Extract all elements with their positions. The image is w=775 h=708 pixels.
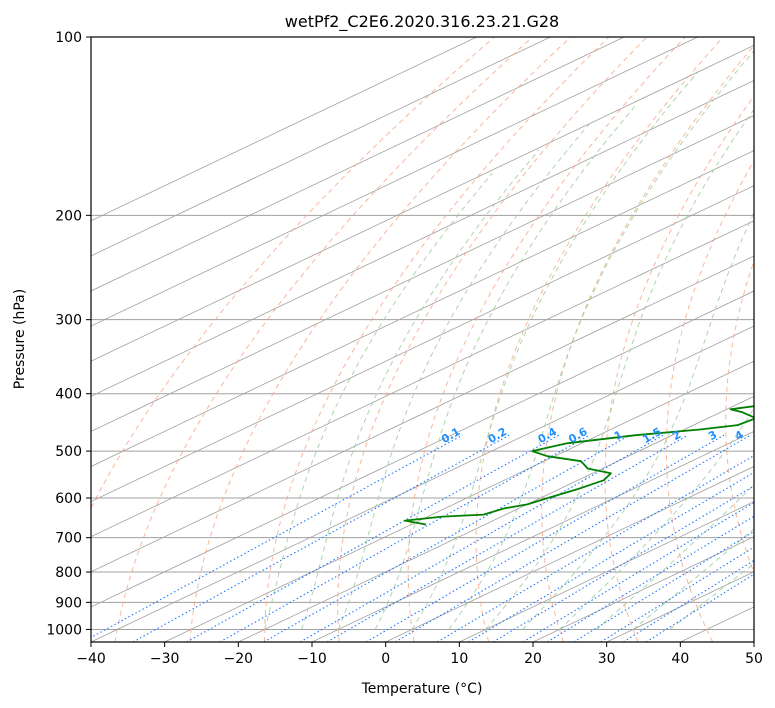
isotherm-line xyxy=(91,150,754,467)
y-tick-label: 700 xyxy=(55,531,82,547)
mixing-ratio-line xyxy=(394,434,751,642)
isotherm-line xyxy=(91,255,754,573)
data-lines xyxy=(403,405,754,526)
mixing-ratio-line xyxy=(366,434,725,642)
y-tick-label: 200 xyxy=(55,208,82,224)
y-tick-label: 300 xyxy=(55,313,82,329)
isotherm-line xyxy=(91,220,754,538)
isotherm-line xyxy=(91,290,754,608)
x-tick-label: −40 xyxy=(76,651,106,667)
dry-adiabat-line xyxy=(407,37,686,642)
isotherm-line xyxy=(164,360,754,642)
mixing-ratio-line xyxy=(437,454,754,642)
moist-adiabat-line xyxy=(448,50,754,630)
x-tick-label: 50 xyxy=(745,651,763,667)
chart-title: wetPf2_C2E6.2020.316.23.21.G28 xyxy=(285,12,559,32)
y-tick-label: 400 xyxy=(55,387,82,403)
moist-adiabat-line xyxy=(374,104,637,630)
isotherm-line xyxy=(311,430,754,642)
moist-adiabat-line xyxy=(485,108,754,630)
x-tick-label: −20 xyxy=(224,651,254,667)
isotherm-line xyxy=(238,395,754,642)
isotherm-line xyxy=(91,115,754,432)
dry-adiabat-line xyxy=(114,37,533,642)
mixing-ratio-line xyxy=(263,434,631,642)
dewpoint-profile-line xyxy=(403,405,754,526)
dry-adiabat-line xyxy=(604,95,754,642)
y-axis-label: Pressure (hPa) xyxy=(12,289,28,389)
dry-adiabat-line xyxy=(725,259,754,574)
dry-adiabat-line xyxy=(91,37,495,510)
dry-adiabat-line xyxy=(475,37,724,642)
isotherm-line xyxy=(91,37,477,222)
moist-adiabat-line xyxy=(595,483,754,630)
isotherm-line xyxy=(91,37,698,327)
y-tick-label: 800 xyxy=(55,565,82,581)
x-tick-label: 40 xyxy=(671,651,689,667)
background-lines xyxy=(91,37,754,642)
dry-adiabat-line xyxy=(264,37,610,642)
moist-adiabat-line xyxy=(264,173,493,630)
x-tick-label: −10 xyxy=(297,651,327,667)
y-tick-label: 500 xyxy=(55,444,82,460)
isotherm-line xyxy=(91,185,754,503)
moist-adiabat-line xyxy=(632,528,754,630)
plot-area xyxy=(91,37,754,642)
dry-adiabat-line xyxy=(665,159,754,642)
isotherm-line xyxy=(91,44,754,362)
isotherm-line xyxy=(532,536,754,642)
x-tick-label: 30 xyxy=(598,651,616,667)
isotherm-line xyxy=(91,37,625,292)
mixing-ratio-line xyxy=(219,434,590,642)
isotherm-line xyxy=(385,466,754,642)
x-tick-label: 10 xyxy=(450,651,468,667)
x-axis-label: Temperature (°C) xyxy=(361,681,483,697)
y-tick-label: 600 xyxy=(55,491,82,507)
mixing-ratio-line xyxy=(132,434,510,642)
dry-adiabat-line xyxy=(337,37,648,642)
x-tick-label: 20 xyxy=(524,651,542,667)
mixing-ratio-line xyxy=(299,434,664,642)
axis-ticks: −40 −30 −20 −10 0 10 20 30 40 50 100 200 300 400 500 60… xyxy=(46,30,763,667)
moist-adiabat-line xyxy=(669,562,754,630)
dry-adiabat-line xyxy=(189,37,572,642)
x-tick-label: 0 xyxy=(381,651,390,667)
isotherm-line xyxy=(459,501,754,642)
y-tick-label: 900 xyxy=(55,595,82,611)
mixing-ratio-line xyxy=(468,471,754,642)
plot-frame xyxy=(90,36,755,643)
mixing-ratio-line xyxy=(522,501,754,642)
x-tick-label: −30 xyxy=(150,651,180,667)
mixing-ratio-line xyxy=(493,485,754,642)
isotherm-line xyxy=(91,79,754,397)
isotherm-line xyxy=(91,325,754,642)
moist-adiabat-line xyxy=(411,72,698,630)
y-tick-label: 1000 xyxy=(46,622,82,638)
moist-adiabat-line xyxy=(301,149,540,630)
y-tick-label: 100 xyxy=(55,30,82,46)
moist-adiabat-line xyxy=(522,211,754,630)
isotherm-line xyxy=(91,37,551,257)
mixing-ratio-line xyxy=(91,434,463,639)
